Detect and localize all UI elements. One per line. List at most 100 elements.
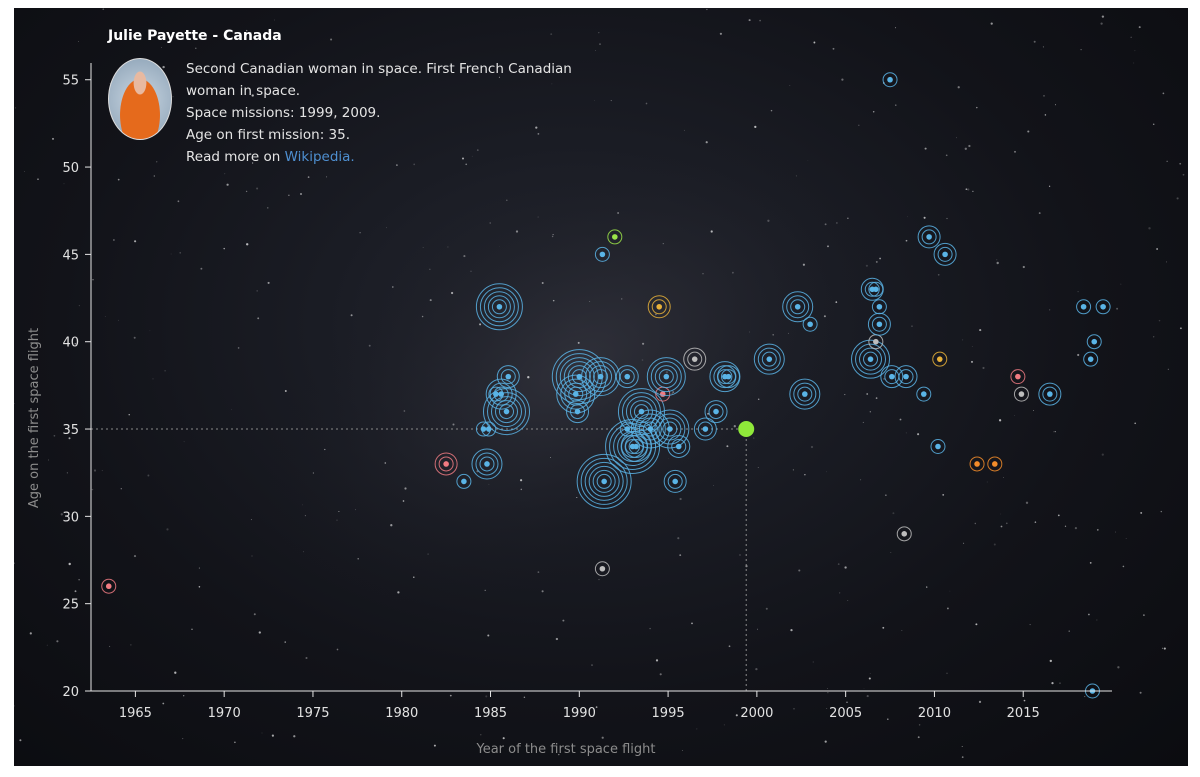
- astronaut-point[interactable]: [485, 378, 517, 410]
- x-tick-label: 2010: [918, 706, 951, 721]
- astronaut-point[interactable]: [647, 295, 671, 319]
- star: [972, 190, 974, 193]
- astronaut-point[interactable]: [646, 357, 686, 397]
- star: [488, 483, 490, 485]
- astronaut-point[interactable]: [683, 347, 707, 371]
- astronaut-point[interactable]: [753, 343, 785, 375]
- astronaut-point[interactable]: [1086, 334, 1102, 350]
- astronaut-point[interactable]: [932, 351, 948, 367]
- star: [326, 176, 328, 178]
- astronaut-point[interactable]: [868, 334, 884, 350]
- star: [256, 187, 259, 190]
- astronaut-point[interactable]: [667, 434, 691, 458]
- astronaut-point[interactable]: [916, 386, 932, 402]
- y-tick-label: 50: [62, 161, 79, 176]
- star: [907, 216, 908, 218]
- astronaut-point[interactable]: [607, 229, 623, 245]
- astronaut-point[interactable]: [483, 388, 531, 436]
- star: [967, 188, 970, 191]
- point-ring: [687, 351, 703, 367]
- astronaut-point[interactable]: [930, 438, 946, 454]
- point-ring: [650, 409, 690, 449]
- star: [1080, 48, 1082, 51]
- astronaut-point[interactable]: [868, 281, 884, 297]
- star: [195, 47, 197, 50]
- point-ring: [916, 386, 932, 402]
- star: [802, 263, 806, 266]
- star: [450, 291, 454, 295]
- star: [1054, 430, 1056, 433]
- point-ring: [898, 369, 914, 385]
- astronaut-point[interactable]: [475, 283, 523, 331]
- star: [1101, 453, 1104, 456]
- astronaut-point[interactable]: [556, 374, 596, 414]
- point-dot: [656, 303, 663, 310]
- star: [523, 696, 526, 699]
- star: [78, 579, 80, 581]
- astronaut-point[interactable]: [871, 299, 887, 315]
- astronaut-point[interactable]: [576, 453, 632, 509]
- star: [156, 161, 158, 163]
- astronaut-point[interactable]: [496, 365, 520, 389]
- star: [733, 425, 736, 428]
- astronaut-point[interactable]: [933, 242, 957, 266]
- data-points[interactable]: [101, 72, 1111, 699]
- astronaut-point[interactable]: [620, 430, 652, 462]
- astronaut-point[interactable]: [802, 316, 818, 332]
- astronaut-point[interactable]: [716, 365, 740, 389]
- point-dot: [1087, 356, 1094, 362]
- point-ring: [693, 417, 717, 441]
- star: [550, 456, 552, 458]
- star: [866, 695, 869, 698]
- astronaut-point[interactable]: [594, 561, 610, 577]
- star: [753, 437, 755, 439]
- astronaut-point[interactable]: [867, 312, 891, 336]
- star: [641, 359, 644, 361]
- star: [14, 705, 15, 707]
- star: [73, 601, 75, 603]
- point-ring: [1095, 299, 1111, 315]
- astronaut-point[interactable]: [1038, 382, 1062, 406]
- astronaut-point[interactable]: [851, 339, 891, 379]
- astronaut-point[interactable]: [101, 578, 117, 594]
- star: [498, 76, 500, 78]
- astronaut-point[interactable]: [894, 365, 918, 389]
- astronaut-point[interactable]: [882, 72, 898, 88]
- star: [273, 19, 275, 21]
- x-axis-title: Year of the first space flight: [476, 742, 656, 757]
- astronaut-point[interactable]: [663, 469, 687, 493]
- astronaut-point[interactable]: [581, 357, 621, 397]
- star: [772, 334, 774, 336]
- star: [841, 78, 844, 81]
- astronaut-point[interactable]: [594, 246, 610, 262]
- point-ring: [720, 369, 736, 385]
- astronaut-point[interactable]: [471, 448, 503, 480]
- astronaut-point[interactable]: [1010, 369, 1026, 385]
- star: [1134, 422, 1137, 425]
- astronaut-point[interactable]: [434, 452, 458, 476]
- wikipedia-link[interactable]: Wikipedia.: [284, 149, 355, 165]
- astronaut-point[interactable]: [917, 225, 941, 249]
- astronaut-point[interactable]: [782, 291, 814, 323]
- star: [1077, 290, 1079, 293]
- star: [996, 261, 999, 265]
- astronaut-point[interactable]: [896, 526, 912, 542]
- star: [739, 554, 741, 556]
- selected-point[interactable]: [738, 421, 755, 438]
- astronaut-point[interactable]: [1013, 386, 1029, 402]
- astronaut-point[interactable]: [1076, 299, 1092, 315]
- star: [336, 648, 339, 651]
- astronaut-point[interactable]: [693, 417, 717, 441]
- astronaut-point[interactable]: [1083, 351, 1099, 367]
- star: [894, 27, 897, 29]
- star: [1051, 682, 1054, 685]
- astronaut-point[interactable]: [1095, 299, 1111, 315]
- astronaut-point[interactable]: [987, 456, 1003, 472]
- astronaut-point[interactable]: [704, 400, 728, 424]
- star: [961, 756, 964, 758]
- astronaut-point[interactable]: [456, 473, 472, 489]
- astronaut-point[interactable]: [969, 456, 985, 472]
- astronaut-point[interactable]: [789, 378, 821, 410]
- astronaut-point[interactable]: [615, 365, 639, 389]
- x-tick-label: 2005: [829, 706, 862, 721]
